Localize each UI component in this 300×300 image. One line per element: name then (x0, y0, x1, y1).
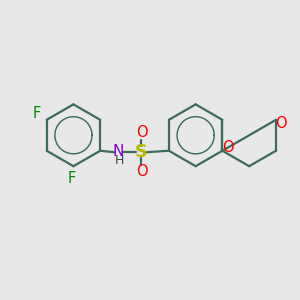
Text: F: F (32, 106, 41, 121)
Text: N: N (113, 144, 124, 159)
Text: H: H (114, 154, 124, 167)
Text: O: O (136, 125, 147, 140)
Text: O: O (275, 116, 287, 131)
Text: F: F (68, 171, 76, 186)
Text: O: O (136, 164, 147, 179)
Text: O: O (222, 140, 233, 155)
Text: S: S (135, 143, 148, 161)
